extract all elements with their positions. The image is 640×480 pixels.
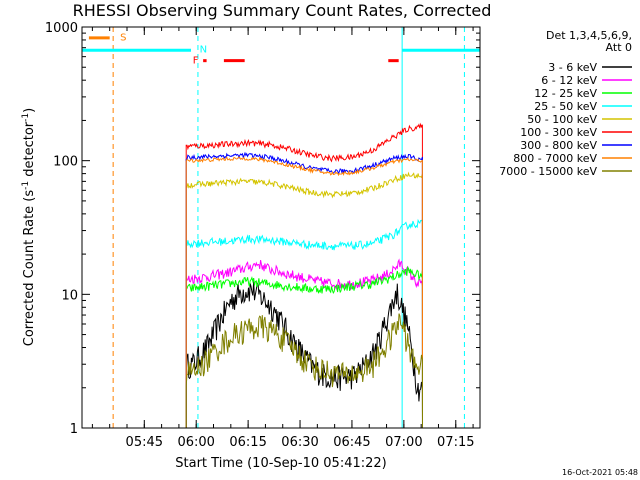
y-tick-label-2: 100 — [53, 155, 78, 170]
x-tick-label-6: 07:15 — [437, 435, 474, 450]
legend-label-100-300-kev: 100 - 300 keV — [520, 126, 597, 139]
x-axis-label: Start Time (10-Sep-10 05:41:22) — [175, 456, 386, 471]
legend-label-300-800-kev: 300 - 800 keV — [520, 139, 597, 152]
y-tick-label-3: 1000 — [45, 21, 78, 36]
chart-title: RHESSI Observing Summary Count Rates, Co… — [73, 1, 492, 20]
x-axis-ticks: 05:45 06:00 06:15 06:30 06:45 07:00 07:15 — [91, 27, 475, 450]
legend-label-7000-15000-kev: 7000 - 15000 keV — [499, 165, 597, 178]
marker-label-n-1: N — [200, 45, 207, 56]
x-tick-label-4: 06:45 — [333, 435, 370, 450]
plot-area: S NF — [81, 26, 481, 429]
marker-labels: S NF — [120, 32, 207, 66]
series-line-300-800-kev — [185, 151, 423, 429]
series-line-50-100-kev — [185, 171, 423, 429]
series-line-12-25-kev — [185, 265, 423, 429]
series-line-25-50-kev — [185, 218, 423, 429]
marker-label-f-2: F — [193, 56, 199, 67]
legend-label-50-100-kev: 50 - 100 keV — [527, 113, 597, 126]
footer-timestamp: 16-Oct-2021 05:48 — [562, 468, 638, 477]
y-tick-label-1: 10 — [61, 288, 78, 303]
legend-label-6-12-kev: 6 - 12 keV — [541, 74, 597, 87]
legend-label-25-50-kev: 25 - 50 keV — [534, 100, 597, 113]
series-lines — [185, 122, 423, 429]
y-axis-label: Corrected Count Rate (s-1 detector-1) — [21, 108, 37, 346]
y-tick-label-0: 1 — [70, 422, 78, 437]
series-line-7000-15000-kev — [185, 313, 423, 429]
x-tick-label-5: 07:00 — [385, 435, 422, 450]
series-line-800-7000-kev — [185, 156, 423, 429]
x-tick-label-1: 06:00 — [177, 435, 214, 450]
legend-header-line-2: Att 0 — [606, 41, 632, 54]
legend-header-line-1: Det 1,3,4,5,6,9, — [546, 29, 632, 42]
legend-label-12-25-kev: 12 - 25 keV — [534, 87, 597, 100]
x-tick-label-0: 05:45 — [126, 435, 163, 450]
marker-label-s-0: S — [120, 32, 126, 43]
x-tick-label-3: 06:30 — [281, 435, 318, 450]
legend-label-800-7000-kev: 800 - 7000 keV — [513, 152, 597, 165]
y-axis-ticks: 1 10 100 1000 — [45, 21, 480, 437]
series-line-100-300-kev — [185, 122, 423, 429]
plot-frame — [81, 26, 481, 429]
x-tick-label-2: 06:15 — [229, 435, 266, 450]
marker-bars — [82, 36, 480, 63]
legend-label-3-6-kev: 3 - 6 keV — [548, 61, 597, 74]
